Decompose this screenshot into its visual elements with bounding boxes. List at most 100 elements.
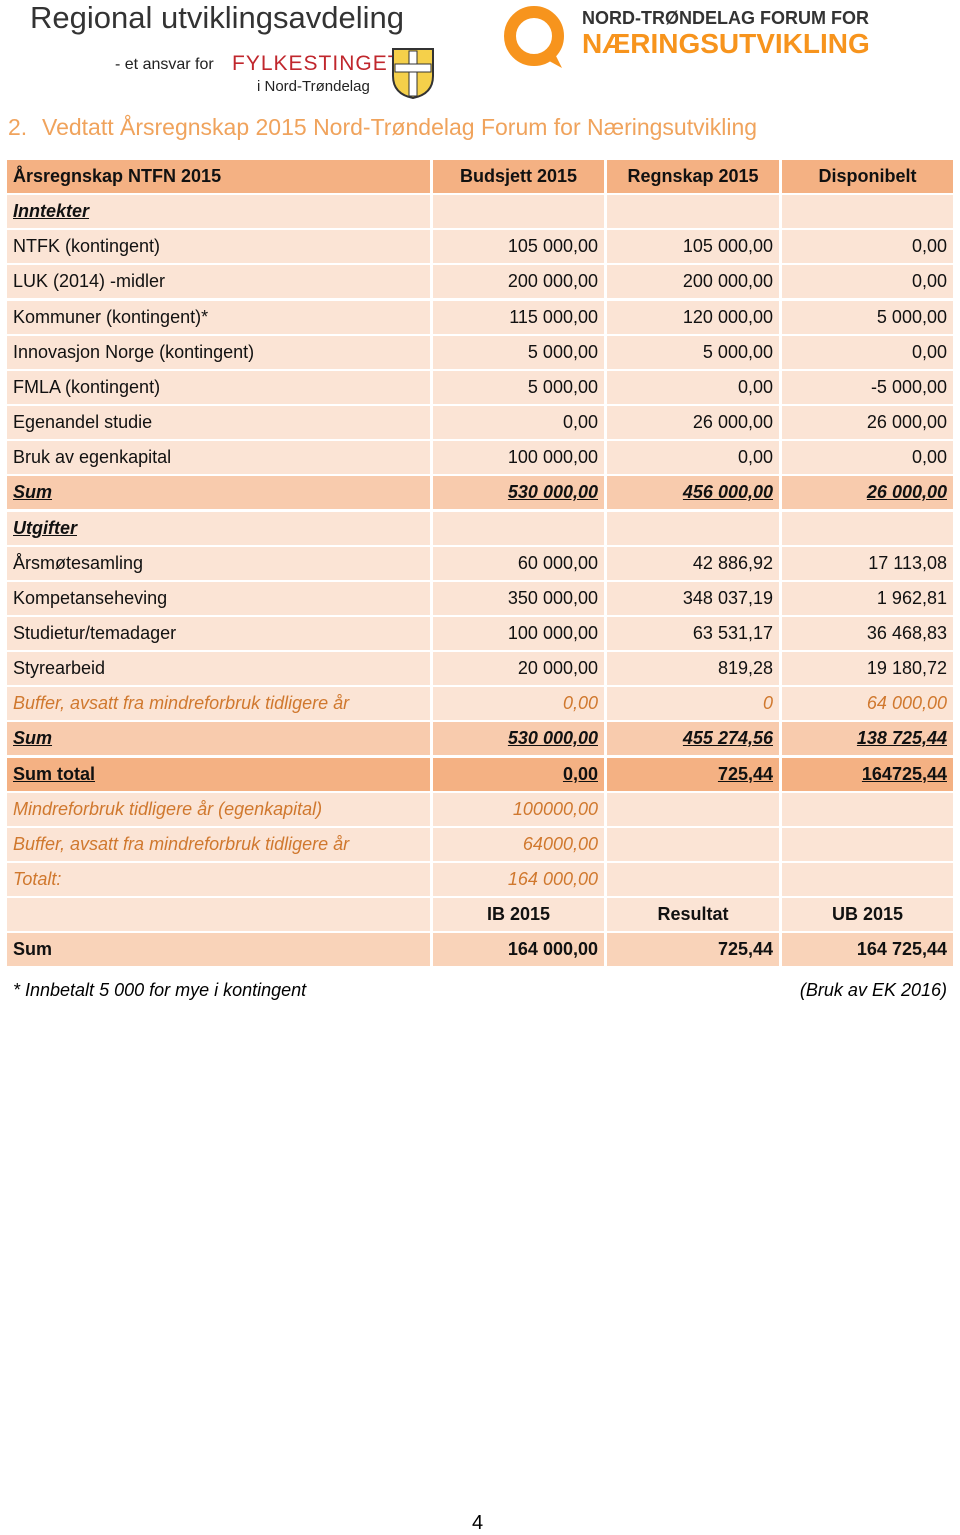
table-cell: 60 000,00 bbox=[433, 547, 604, 580]
footnote: * Innbetalt 5 000 for mye i kontingent bbox=[13, 980, 307, 1000]
table-cell: 0,00 bbox=[782, 265, 953, 298]
forum-logo bbox=[504, 6, 564, 68]
row-label: Buffer, avsatt fra mindreforbruk tidlige… bbox=[7, 828, 430, 861]
row-label: Kommuner (kontingent)* bbox=[7, 301, 430, 334]
table-cell: 105 000,00 bbox=[433, 230, 604, 263]
table-cell bbox=[782, 863, 953, 896]
table-cell: 105 000,00 bbox=[607, 230, 779, 263]
table-cell bbox=[607, 195, 779, 228]
header-org: FYLKESTINGET bbox=[232, 52, 402, 75]
table-cell: 456 000,00 bbox=[607, 476, 779, 509]
table-cell: 0,00 bbox=[433, 758, 604, 791]
row-label: Inntekter bbox=[7, 195, 430, 228]
header-title: Regional utviklingsavdeling bbox=[30, 0, 404, 35]
column-header: Disponibelt bbox=[782, 160, 953, 193]
table-cell: 100 000,00 bbox=[433, 441, 604, 474]
table-cell: -5 000,00 bbox=[782, 371, 953, 404]
row-label: Innovasjon Norge (kontingent) bbox=[7, 336, 430, 369]
row-label: Sum total bbox=[7, 758, 430, 791]
table-cell: 530 000,00 bbox=[433, 476, 604, 509]
table-cell bbox=[607, 863, 779, 896]
table-cell: 0 bbox=[607, 687, 779, 720]
row-label: Utgifter bbox=[7, 512, 430, 545]
header-region: i Nord-Trøndelag bbox=[257, 78, 370, 95]
table-cell: 725,44 bbox=[607, 758, 779, 791]
row-label: Sum bbox=[7, 722, 430, 755]
table-cell: 455 274,56 bbox=[607, 722, 779, 755]
table-cell: 200 000,00 bbox=[433, 265, 604, 298]
row-label: Sum bbox=[7, 933, 430, 966]
shield-icon bbox=[392, 48, 434, 100]
row-label: Buffer, avsatt fra mindreforbruk tidlige… bbox=[7, 687, 430, 720]
table-cell bbox=[607, 828, 779, 861]
row-label: Sum bbox=[7, 476, 430, 509]
row-label: Mindreforbruk tidligere år (egenkapital) bbox=[7, 793, 430, 826]
footnote-right: (Bruk av EK 2016) bbox=[799, 980, 947, 1000]
table-cell: 64000,00 bbox=[433, 828, 604, 861]
table-cell: 350 000,00 bbox=[433, 582, 604, 615]
table-cell: 0,00 bbox=[433, 406, 604, 439]
table-cell: 138 725,44 bbox=[782, 722, 953, 755]
table-cell: 0,00 bbox=[607, 371, 779, 404]
table-cell: 1 962,81 bbox=[782, 582, 953, 615]
table-cell: 164725,44 bbox=[782, 758, 953, 791]
table-cell: 36 468,83 bbox=[782, 617, 953, 650]
table-cell bbox=[607, 512, 779, 545]
row-label bbox=[7, 898, 430, 931]
table-cell: 530 000,00 bbox=[433, 722, 604, 755]
row-label: Bruk av egenkapital bbox=[7, 441, 430, 474]
table-cell: 0,00 bbox=[782, 441, 953, 474]
row-label: Totalt: bbox=[7, 863, 430, 896]
table-cell: 164 000,00 bbox=[433, 933, 604, 966]
heading-text: Vedtatt Årsregnskap 2015 Nord-Trøndelag … bbox=[42, 114, 758, 140]
table-cell: 0,00 bbox=[782, 336, 953, 369]
table-cell bbox=[782, 195, 953, 228]
table-cell: IB 2015 bbox=[433, 898, 604, 931]
table-cell: 26 000,00 bbox=[607, 406, 779, 439]
table-cell: 20 000,00 bbox=[433, 652, 604, 685]
table-cell: 5 000,00 bbox=[433, 371, 604, 404]
table-cell bbox=[433, 195, 604, 228]
table-cell: 5 000,00 bbox=[607, 336, 779, 369]
table-cell: 64 000,00 bbox=[782, 687, 953, 720]
table-cell: 100 000,00 bbox=[433, 617, 604, 650]
heading-number: 2. bbox=[8, 114, 28, 140]
table-cell: 0,00 bbox=[433, 687, 604, 720]
row-label: Egenandel studie bbox=[7, 406, 430, 439]
column-header: Årsregnskap NTFN 2015 bbox=[7, 160, 430, 193]
table-cell: 164 725,44 bbox=[782, 933, 953, 966]
table-cell: 164 000,00 bbox=[433, 863, 604, 896]
page-number: 4 bbox=[472, 1512, 484, 1534]
table-cell bbox=[782, 828, 953, 861]
column-header: Regnskap 2015 bbox=[607, 160, 779, 193]
table-cell: 5 000,00 bbox=[433, 336, 604, 369]
table-cell: 725,44 bbox=[607, 933, 779, 966]
table-cell: 17 113,08 bbox=[782, 547, 953, 580]
table-cell: 200 000,00 bbox=[607, 265, 779, 298]
row-label: Studietur/temadager bbox=[7, 617, 430, 650]
table-cell: 0,00 bbox=[782, 230, 953, 263]
header-tagline: - et ansvar for bbox=[115, 56, 214, 73]
table-cell bbox=[782, 793, 953, 826]
table-cell bbox=[433, 512, 604, 545]
row-label: LUK (2014) -midler bbox=[7, 265, 430, 298]
row-label: Kompetanseheving bbox=[7, 582, 430, 615]
table-cell: 115 000,00 bbox=[433, 301, 604, 334]
column-header: Budsjett 2015 bbox=[433, 160, 604, 193]
table-cell: UB 2015 bbox=[782, 898, 953, 931]
table-cell: 120 000,00 bbox=[607, 301, 779, 334]
forum-line1: NORD-TRØNDELAG FORUM FOR bbox=[582, 8, 869, 28]
table-cell: 26 000,00 bbox=[782, 406, 953, 439]
table-cell: 0,00 bbox=[607, 441, 779, 474]
table-cell: 19 180,72 bbox=[782, 652, 953, 685]
table-cell: 348 037,19 bbox=[607, 582, 779, 615]
table-cell bbox=[782, 512, 953, 545]
table-cell: 42 886,92 bbox=[607, 547, 779, 580]
forum-line2: NÆRINGSUTVIKLING bbox=[582, 28, 870, 59]
row-label: NTFK (kontingent) bbox=[7, 230, 430, 263]
table-cell: 26 000,00 bbox=[782, 476, 953, 509]
table-cell: 100000,00 bbox=[433, 793, 604, 826]
row-label: Årsmøtesamling bbox=[7, 547, 430, 580]
table-cell: Resultat bbox=[607, 898, 779, 931]
